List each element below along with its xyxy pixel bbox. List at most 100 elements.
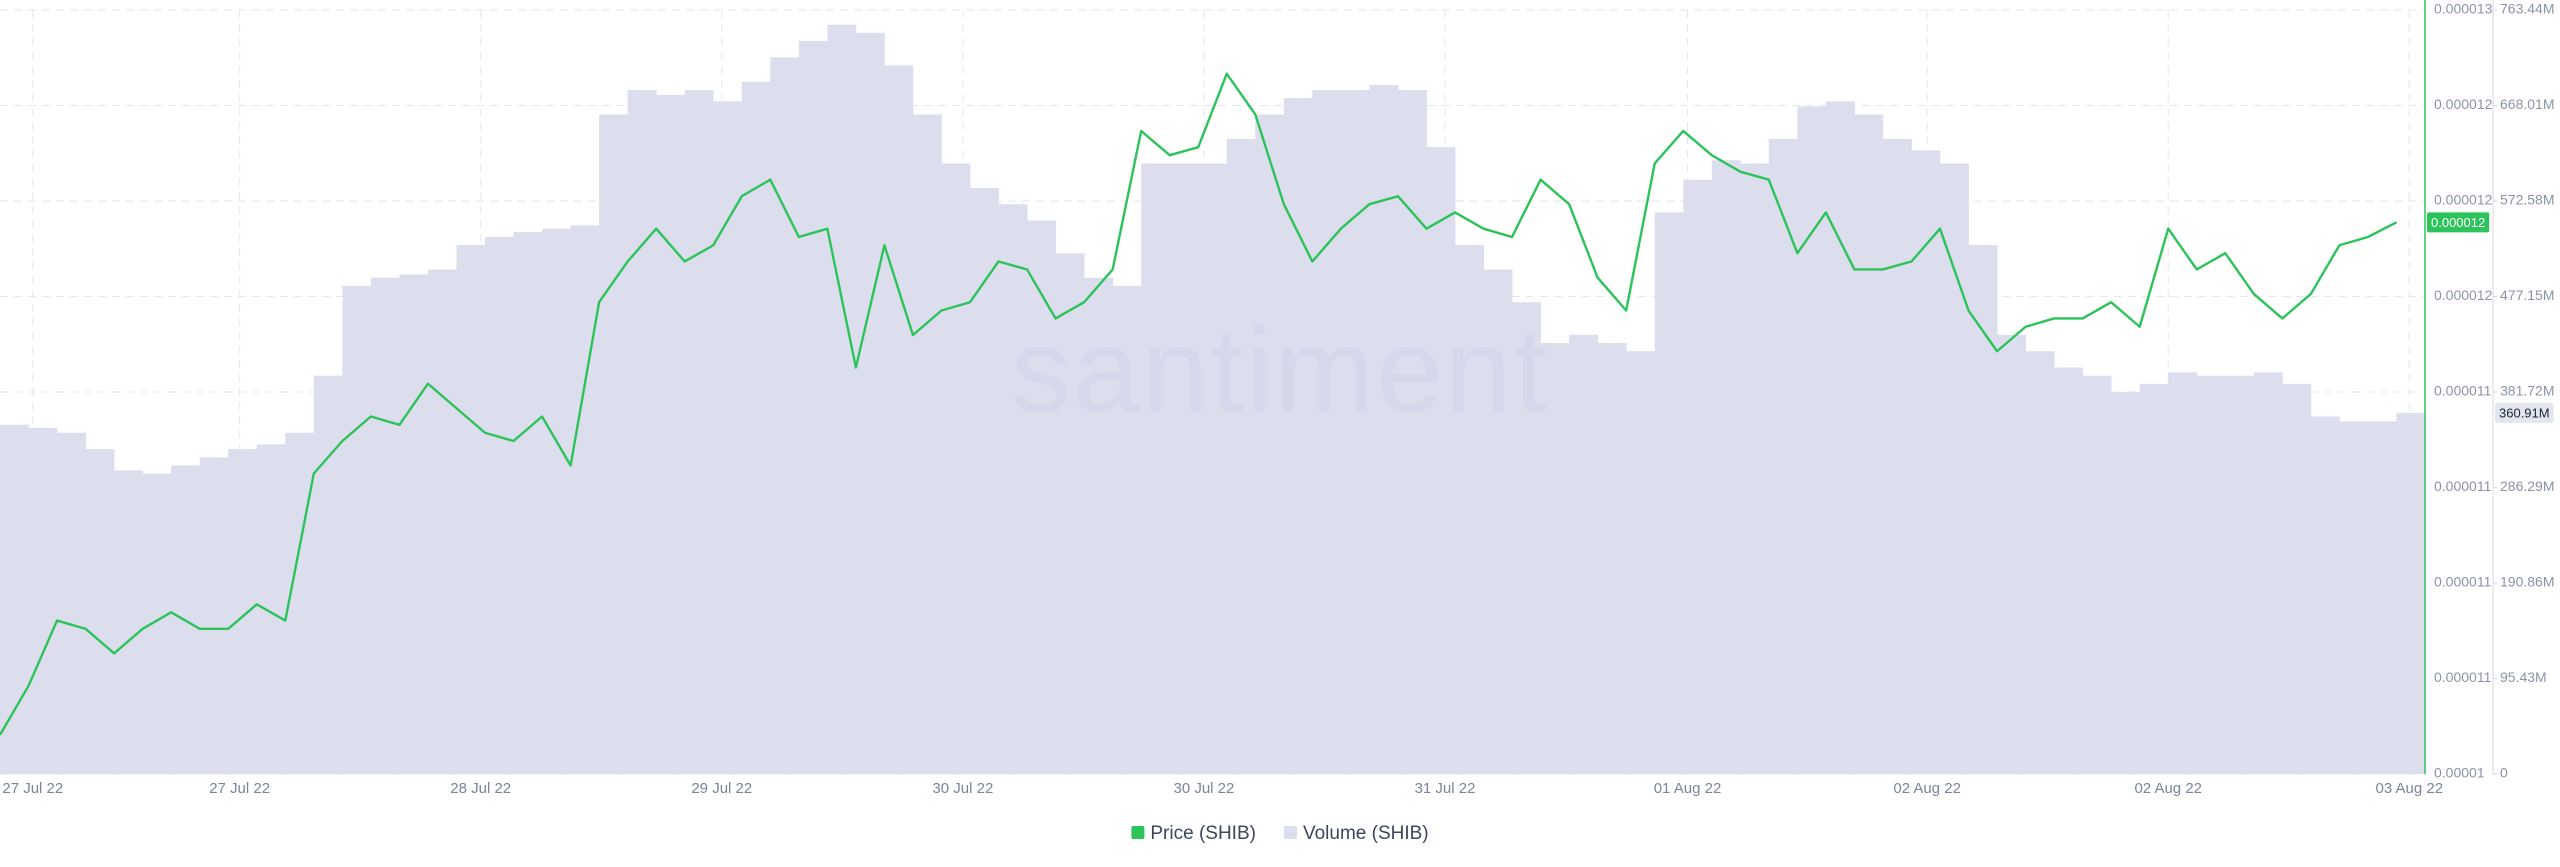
volume-bar	[1968, 245, 1998, 774]
volume-bar	[85, 449, 115, 774]
volume-bar	[855, 32, 885, 775]
volume-bar	[599, 114, 629, 775]
volume-bar	[627, 89, 657, 774]
y-tick-label: 0.000013	[2434, 1, 2493, 17]
volume-bar	[1597, 343, 1627, 774]
volume-bar	[427, 269, 457, 774]
volume-bar	[1112, 285, 1142, 774]
watermark: santiment	[1011, 304, 1549, 438]
volume-bar	[1483, 269, 1513, 774]
volume-bar	[1397, 89, 1427, 774]
y-tick-label: 0.000012	[2434, 96, 2493, 112]
volume-bar	[1055, 253, 1085, 775]
y-tick-label: 0.000011	[2434, 478, 2492, 494]
volume-bar	[0, 424, 29, 774]
volume-bar	[656, 94, 686, 775]
legend-swatch	[1131, 826, 1145, 839]
y2-tick-label: 95.43M	[2500, 669, 2547, 685]
x-tick-label: 02 Aug 22	[2134, 780, 2202, 797]
volume-bar	[399, 274, 429, 774]
volume-bar	[798, 41, 828, 774]
volume-bar	[1882, 138, 1912, 774]
volume-bar	[2367, 421, 2397, 774]
x-tick-label: 30 Jul 22	[1173, 780, 1234, 797]
volume-bar	[370, 277, 400, 774]
y-tick-label: 0.000011	[2434, 383, 2492, 399]
volume-bar	[1198, 163, 1228, 774]
y-tick-label: 0.000011	[2434, 669, 2492, 685]
volume-bar	[2139, 383, 2169, 774]
volume-bar	[1226, 138, 1256, 774]
volume-bar	[1683, 179, 1713, 775]
volume-bar	[1825, 101, 1855, 775]
y-tick-label: 0.000012	[2434, 192, 2493, 208]
volume-bar	[1997, 334, 2026, 774]
volume-bar	[912, 114, 942, 775]
volume-bar	[2054, 367, 2084, 774]
volume-bar	[684, 89, 714, 774]
volume-bar	[313, 375, 343, 774]
legend: Price (SHIB) Volume (SHIB)	[1131, 823, 1429, 844]
volume-bar	[2168, 372, 2198, 774]
price-line	[0, 72, 2398, 736]
volume-bar	[1426, 147, 1456, 775]
y2-tick-label: 286.29M	[2500, 478, 2554, 494]
last-value-badge	[2495, 402, 2554, 423]
volume-bar	[884, 65, 914, 775]
volume-bar	[342, 285, 372, 774]
volume-bar	[941, 163, 971, 774]
y2-tick-label: 668.01M	[2500, 96, 2554, 112]
volume-bar	[2025, 351, 2055, 774]
volume-bar	[741, 81, 771, 775]
volume-bar	[2396, 412, 2426, 774]
volume-bar	[1797, 106, 1827, 774]
axes-layer: 0.00001 0.000011 0.000011 0.000011 0.000011 0…	[2, 0, 2554, 797]
volume-bar	[1283, 98, 1313, 775]
volume-bar	[1169, 163, 1199, 774]
volume-bar	[1740, 163, 1770, 774]
y2-tick-label: 763.44M	[2500, 1, 2554, 17]
volume-bar	[570, 225, 600, 775]
volume-bar	[285, 432, 315, 774]
volume-bar	[57, 432, 86, 774]
x-tick-label: 27 Jul 22	[2, 780, 63, 797]
volume-bar	[199, 457, 229, 774]
x-tick-label: 28 Jul 22	[450, 780, 511, 797]
volume-bar	[1255, 114, 1285, 775]
volume-bar	[1540, 343, 1570, 774]
volume-bar	[2082, 375, 2112, 774]
volume-bar	[1768, 138, 1798, 774]
y2-tick-label: 190.86M	[2500, 574, 2554, 590]
volume-bar	[713, 101, 743, 775]
volume-bar	[1626, 351, 1656, 774]
volume-bar	[2111, 392, 2141, 774]
y-tick-label: 0.00001	[2434, 765, 2485, 781]
volume-bar	[2253, 372, 2283, 774]
x-tick-label: 27 Jul 22	[209, 780, 270, 797]
volume-bar	[970, 187, 999, 774]
y-tick-label: 0.000011	[2434, 574, 2492, 590]
last-value-badge	[2427, 212, 2490, 233]
x-tick-label: 30 Jul 22	[932, 780, 993, 797]
legend-label: Price (SHIB)	[1150, 823, 1256, 844]
price-layer	[0, 72, 2398, 736]
volume-bar	[1711, 160, 1741, 775]
volume-bar	[2339, 421, 2369, 774]
volume-bar	[256, 444, 286, 774]
y2-tick-label: 381.72M	[2500, 383, 2554, 399]
volume-bar	[2225, 375, 2255, 774]
volume-bar	[513, 232, 543, 775]
x-tick-label: 02 Aug 22	[1893, 780, 1961, 797]
volume-bar	[2310, 416, 2340, 774]
volume-bar	[998, 204, 1028, 774]
y-tick-label: 0.000012	[2434, 287, 2493, 303]
volume-bar	[827, 24, 857, 774]
volume-bar	[456, 245, 486, 774]
volume-bar	[114, 470, 144, 774]
volume-bar	[1084, 277, 1114, 774]
volume-layer	[0, 24, 2426, 775]
last-value-label: 360.91M	[2499, 405, 2550, 420]
volume-bar	[1141, 163, 1171, 774]
